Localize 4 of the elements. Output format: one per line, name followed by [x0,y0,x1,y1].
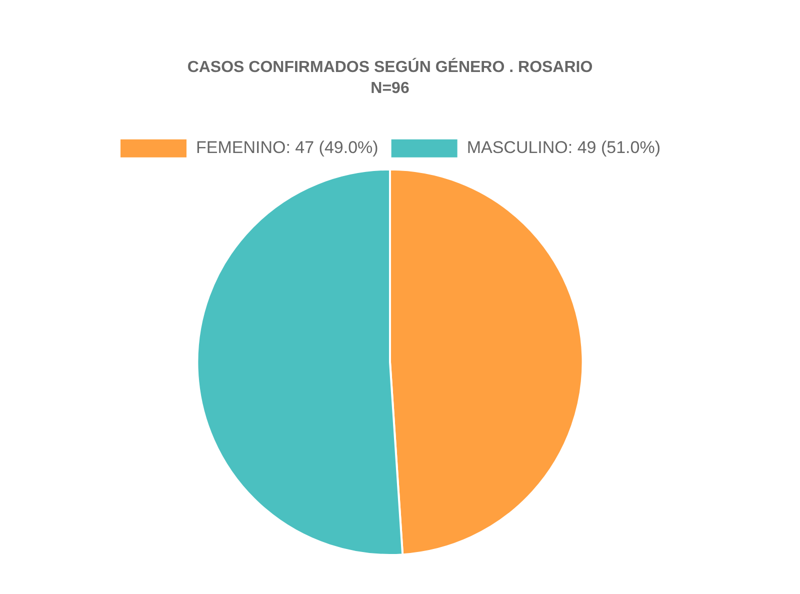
legend-label: FEMENINO: 47 (49.0%) [196,138,378,158]
chart-title: CASOS CONFIRMADOS SEGÚN GÉNERO . ROSARIO [187,57,593,76]
chart-subtitle: N=96 [370,80,410,98]
legend-label: MASCULINO: 49 (51.0%) [466,138,661,158]
